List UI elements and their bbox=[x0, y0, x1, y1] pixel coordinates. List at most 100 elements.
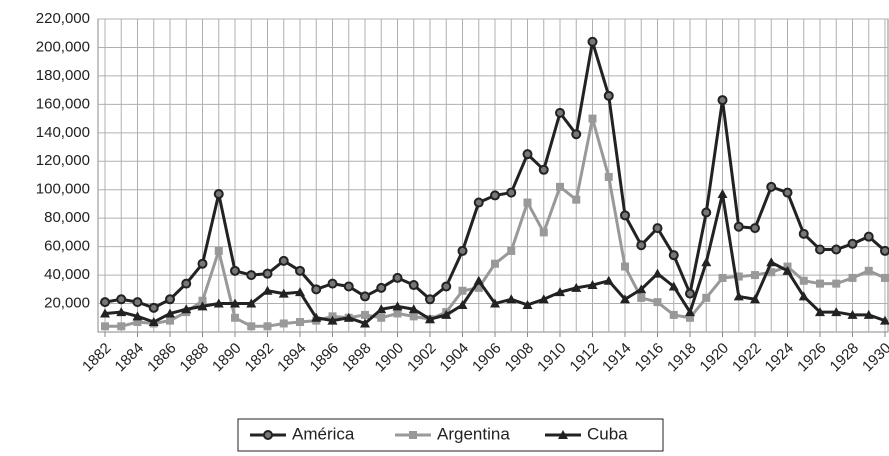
data-point bbox=[816, 279, 824, 288]
x-tick-label: 1924 bbox=[762, 340, 798, 376]
data-point bbox=[165, 308, 175, 318]
x-tick-label: 1896 bbox=[307, 340, 343, 376]
data-point bbox=[409, 312, 418, 321]
data-point bbox=[278, 288, 289, 298]
y-tick-label: 200,000 bbox=[36, 38, 90, 55]
data-point bbox=[100, 308, 110, 318]
data-point bbox=[198, 296, 207, 305]
data-point bbox=[587, 280, 598, 290]
data-point bbox=[506, 187, 517, 198]
data-point bbox=[343, 281, 354, 292]
data-point bbox=[864, 266, 873, 275]
legend-label: Argentina bbox=[437, 424, 510, 443]
data-point bbox=[766, 181, 777, 192]
data-point bbox=[587, 36, 598, 47]
data-point bbox=[604, 172, 613, 181]
data-point bbox=[231, 313, 239, 322]
data-point bbox=[522, 299, 533, 309]
data-point bbox=[393, 309, 402, 318]
y-tick-label: 80,000 bbox=[44, 209, 90, 226]
data-point bbox=[148, 302, 159, 313]
data-point bbox=[620, 294, 630, 304]
data-point bbox=[263, 322, 272, 331]
data-point bbox=[165, 294, 175, 305]
data-point bbox=[507, 246, 516, 255]
data-point bbox=[782, 265, 793, 275]
data-point bbox=[213, 298, 224, 308]
data-point bbox=[621, 262, 629, 271]
x-tick-label: 1914 bbox=[599, 340, 635, 376]
x-tick-label: 1902 bbox=[404, 340, 440, 376]
data-point bbox=[701, 207, 712, 218]
data-point bbox=[262, 285, 273, 295]
data-point bbox=[473, 275, 484, 285]
data-point bbox=[425, 294, 435, 305]
data-point bbox=[717, 188, 728, 198]
x-tick-label: 1908 bbox=[502, 340, 538, 376]
data-point bbox=[491, 259, 499, 268]
data-point bbox=[733, 291, 744, 301]
data-point bbox=[343, 312, 354, 322]
data-point bbox=[361, 310, 369, 319]
y-tick-label: 180,000 bbox=[36, 67, 90, 84]
data-point bbox=[441, 309, 452, 319]
data-point bbox=[197, 301, 208, 311]
data-point bbox=[685, 288, 695, 299]
data-point bbox=[669, 310, 678, 319]
data-point bbox=[668, 250, 679, 261]
data-point bbox=[863, 309, 874, 319]
data-point bbox=[652, 268, 663, 278]
data-point bbox=[538, 294, 549, 304]
data-point bbox=[408, 304, 419, 314]
data-point bbox=[181, 278, 192, 289]
legend-marker bbox=[409, 431, 417, 439]
data-point bbox=[733, 221, 744, 232]
x-tick-label: 1918 bbox=[664, 340, 700, 376]
data-point bbox=[473, 197, 484, 208]
x-tick-label: 1928 bbox=[827, 340, 863, 376]
data-point bbox=[360, 318, 370, 328]
x-tick-label: 1920 bbox=[697, 340, 733, 376]
plot-frame bbox=[97, 18, 889, 333]
data-point bbox=[880, 245, 889, 256]
x-tick-label: 1892 bbox=[242, 340, 278, 376]
data-point bbox=[555, 287, 565, 297]
data-point bbox=[181, 304, 192, 314]
data-point bbox=[832, 279, 841, 288]
data-point bbox=[555, 107, 565, 118]
data-point bbox=[311, 284, 322, 295]
data-point bbox=[831, 307, 842, 317]
data-point bbox=[100, 297, 110, 308]
x-tick-label: 1912 bbox=[567, 340, 603, 376]
data-point bbox=[197, 258, 208, 269]
x-tick-label: 1922 bbox=[729, 340, 765, 376]
data-point bbox=[311, 312, 322, 322]
data-point bbox=[782, 187, 793, 198]
data-point bbox=[457, 245, 468, 256]
data-point bbox=[376, 304, 387, 314]
data-point bbox=[847, 238, 858, 249]
x-tick-label: 1884 bbox=[112, 340, 148, 376]
y-tick-label: 120,000 bbox=[36, 152, 90, 169]
data-point bbox=[116, 307, 127, 317]
data-point bbox=[571, 282, 582, 292]
data-point bbox=[490, 190, 500, 201]
data-point bbox=[556, 182, 564, 191]
data-point bbox=[132, 297, 143, 308]
x-tick-label: 1904 bbox=[437, 340, 473, 376]
data-point bbox=[815, 244, 825, 255]
data-point bbox=[636, 240, 647, 251]
data-point bbox=[685, 307, 695, 317]
y-tick-label: 160,000 bbox=[36, 95, 90, 112]
legend-label: Cuba bbox=[587, 424, 628, 443]
data-point bbox=[278, 255, 289, 266]
legend-marker bbox=[558, 430, 568, 439]
y-tick-label: 220,000 bbox=[36, 10, 90, 27]
data-point bbox=[441, 281, 452, 292]
x-tick-label: 1886 bbox=[144, 340, 180, 376]
data-point bbox=[881, 273, 889, 282]
data-point bbox=[377, 313, 386, 322]
x-tick-label: 1930 bbox=[859, 340, 889, 376]
data-point bbox=[637, 293, 646, 302]
x-tick-label: 1910 bbox=[534, 340, 570, 376]
